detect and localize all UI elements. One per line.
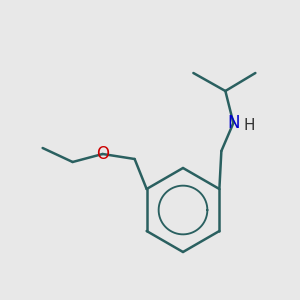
Text: N: N [227, 114, 240, 132]
Text: H: H [244, 118, 255, 134]
Text: O: O [96, 145, 109, 163]
